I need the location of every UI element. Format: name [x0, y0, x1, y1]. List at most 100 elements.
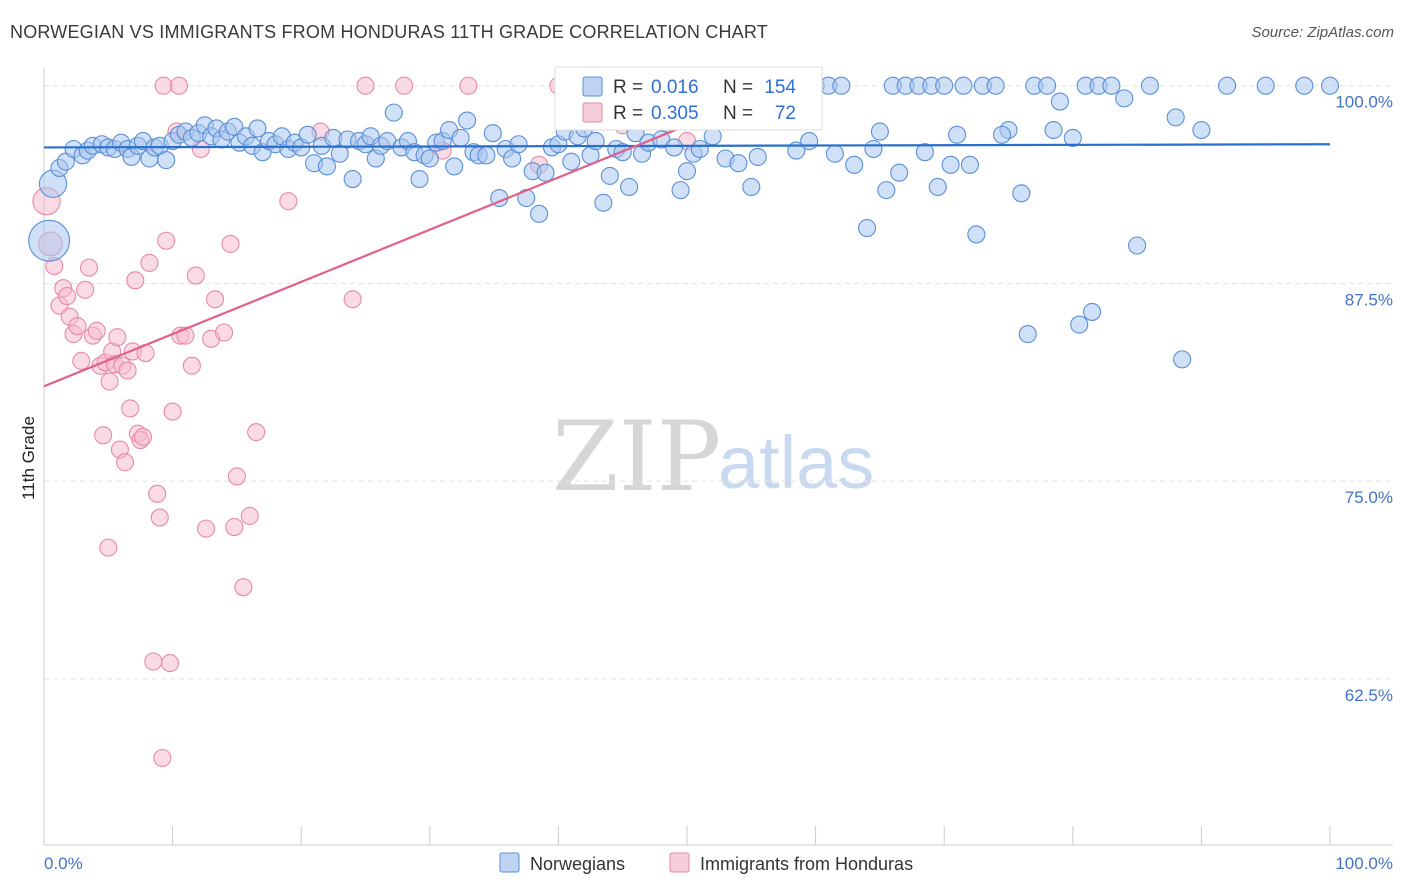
y-axis-label: 11th Grade — [19, 416, 38, 500]
norwegian-point — [28, 219, 71, 262]
norwegian-point — [594, 193, 613, 212]
norwegian-point — [483, 124, 502, 143]
watermark-atlas: atlas — [718, 421, 874, 504]
norwegian-point — [1012, 184, 1031, 203]
honduras-point — [205, 290, 225, 309]
honduras-point — [196, 519, 216, 538]
norwegian-point — [562, 152, 581, 171]
norwegian-point — [935, 76, 954, 95]
honduras-point — [240, 506, 259, 526]
honduras-point — [169, 76, 189, 95]
legend-swatch-honduras — [582, 102, 603, 123]
legend-r-label-0: R = — [613, 77, 643, 98]
legend-n-label-0: N = — [723, 77, 753, 98]
norwegian-point — [1140, 76, 1160, 95]
honduras-point — [72, 351, 91, 371]
norwegian-point — [1102, 76, 1121, 95]
norwegian-point — [157, 151, 176, 170]
legend-n-value-1: 72 — [775, 103, 796, 124]
norwegian-point — [1018, 325, 1037, 344]
legend-n-value-0: 154 — [764, 77, 796, 98]
norwegian-point — [1166, 108, 1185, 127]
honduras-point — [126, 271, 145, 290]
honduras-point — [225, 518, 244, 537]
norwegian-point — [1038, 76, 1057, 95]
norwegian-point — [832, 76, 851, 95]
norwegian-point — [1320, 76, 1340, 95]
honduras-point — [221, 234, 240, 253]
honduras-point — [87, 321, 106, 340]
honduras-point — [150, 508, 169, 527]
honduras-point — [99, 538, 118, 557]
y-tick-label-2: 75.0% — [1345, 488, 1393, 507]
honduras-point — [100, 372, 119, 391]
legend-r-value-0: 0.016 — [651, 77, 699, 98]
norwegian-point — [298, 125, 317, 144]
y-tick-label-3: 62.5% — [1345, 686, 1393, 705]
norwegian-point — [1070, 315, 1089, 334]
norwegian-point — [1063, 128, 1082, 147]
stats-legend: R = 0.016 N = 154 R = 0.305 N = 72 — [554, 66, 823, 131]
norwegian-point — [1128, 236, 1147, 255]
norwegian-point — [1044, 120, 1063, 140]
norwegian-point — [600, 166, 619, 185]
norwegian-point — [1173, 350, 1192, 369]
bottom-legend-honduras: Immigrants from Honduras — [700, 854, 913, 874]
y-tick-label-0: 100.0% — [1335, 93, 1393, 112]
honduras-point — [68, 317, 87, 336]
honduras-point — [214, 323, 234, 342]
honduras-point — [108, 328, 127, 347]
honduras-point — [79, 258, 99, 277]
honduras-point — [234, 578, 253, 597]
y-tick-label-1: 87.5% — [1345, 290, 1393, 309]
chart-title: NORWEGIAN VS IMMIGRANTS FROM HONDURAS 11… — [10, 22, 768, 42]
bottom-legend-norwegians: Norwegians — [530, 854, 625, 874]
honduras-point — [227, 467, 246, 486]
norwegian-point — [748, 147, 767, 166]
norwegian-point — [1115, 89, 1134, 108]
norwegian-point — [1256, 76, 1275, 95]
norwegian-point — [967, 225, 986, 244]
honduras-point — [459, 76, 478, 95]
norwegian-point — [248, 119, 267, 138]
honduras-point — [247, 423, 266, 442]
honduras-point — [157, 231, 176, 250]
norwegian-point — [915, 143, 934, 162]
honduras-point — [58, 287, 77, 306]
norwegian-point — [384, 103, 403, 122]
norwegian-point — [825, 144, 844, 163]
legend-r-value-1: 0.305 — [651, 103, 699, 124]
norwegian-point — [677, 162, 697, 181]
honduras-point — [356, 76, 375, 95]
honduras-point — [343, 290, 362, 309]
honduras-point — [115, 453, 135, 472]
honduras-point — [148, 484, 167, 503]
norwegian-point — [1083, 302, 1102, 321]
norwegian-trend-line — [43, 143, 1331, 149]
honduras-point — [279, 192, 298, 211]
norwegian-point — [671, 181, 690, 200]
norwegian-point — [1218, 76, 1237, 95]
norwegian-point — [960, 155, 979, 174]
honduras-point — [160, 654, 180, 673]
source-label: Source: ZipAtlas.com — [1251, 24, 1394, 41]
norwegian-point — [729, 154, 748, 173]
norwegian-point — [665, 138, 684, 157]
norwegian-point — [530, 204, 549, 223]
norwegian-point — [1050, 92, 1069, 111]
trend-lines — [43, 124, 1331, 388]
norwegian-point — [877, 181, 896, 200]
norwegian-point — [928, 177, 947, 197]
bottom-legend-swatch-honduras — [669, 852, 690, 873]
norwegian-point — [317, 157, 336, 176]
honduras-point — [121, 399, 140, 418]
norwegian-point — [986, 76, 1005, 95]
series-legend: Norwegians Immigrants from Honduras — [499, 852, 913, 874]
norwegian-point — [941, 155, 960, 174]
norwegian-point — [864, 139, 883, 159]
honduras-point — [144, 652, 163, 671]
x-tick-label-max: 100.0% — [1335, 854, 1393, 873]
norwegian-point — [451, 128, 470, 147]
bottom-legend-swatch-norwegians — [499, 852, 520, 873]
